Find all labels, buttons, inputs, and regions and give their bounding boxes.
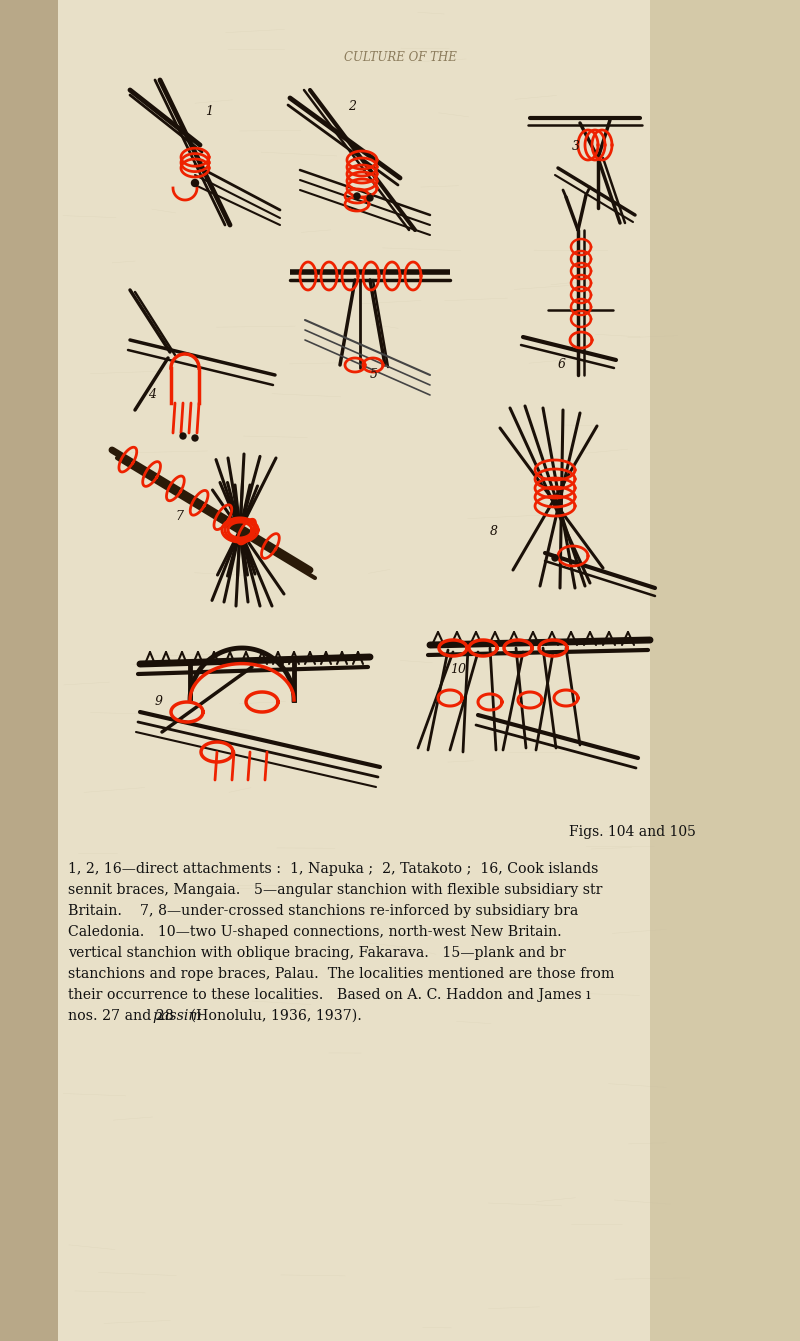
Text: Figs. 104 and 105: Figs. 104 and 105 xyxy=(569,825,696,839)
Text: CULTURE OF THE: CULTURE OF THE xyxy=(343,51,457,64)
Bar xyxy=(0,0,58,1341)
Text: 1, 2, 16—direct attachments :  1, Napuka ;  2, Tatakoto ;  16, Cook islands: 1, 2, 16—direct attachments : 1, Napuka … xyxy=(68,862,598,876)
Text: 9: 9 xyxy=(155,695,163,708)
Text: nos. 27 and 28: nos. 27 and 28 xyxy=(68,1008,178,1023)
Text: 5: 5 xyxy=(370,367,378,381)
Circle shape xyxy=(180,433,186,439)
Text: 8: 8 xyxy=(490,524,498,538)
Circle shape xyxy=(367,194,373,201)
Text: vertical stanchion with oblique bracing, Fakarava.   15—plank and br: vertical stanchion with oblique bracing,… xyxy=(68,945,566,960)
Text: 7: 7 xyxy=(175,510,183,523)
Text: (Honolulu, 1936, 1937).: (Honolulu, 1936, 1937). xyxy=(186,1008,362,1023)
Text: Britain.    7, 8—under-crossed stanchions re-inforced by subsidiary bra: Britain. 7, 8—under-crossed stanchions r… xyxy=(68,904,578,919)
Text: stanchions and rope braces, Palau.  The localities mentioned are those from: stanchions and rope braces, Palau. The l… xyxy=(68,967,614,982)
Text: their occurrence to these localities.   Based on A. C. Haddon and James ı: their occurrence to these localities. Ba… xyxy=(68,988,590,1002)
Circle shape xyxy=(191,180,198,186)
Bar xyxy=(650,0,800,1341)
Text: 4: 4 xyxy=(148,388,156,401)
Text: 10: 10 xyxy=(450,662,466,676)
Text: 6: 6 xyxy=(558,358,566,371)
Bar xyxy=(58,0,650,1341)
Text: 3: 3 xyxy=(572,139,580,153)
Text: 2: 2 xyxy=(348,101,356,113)
Circle shape xyxy=(552,555,558,561)
Circle shape xyxy=(354,193,360,198)
Circle shape xyxy=(192,434,198,441)
Text: sennit braces, Mangaia.   5—angular stanchion with flexible subsidiary str: sennit braces, Mangaia. 5—angular stanch… xyxy=(68,882,602,897)
Text: passim: passim xyxy=(152,1008,202,1023)
Text: 1: 1 xyxy=(205,105,213,118)
Text: Caledonia.   10—two U-shaped connections, north-west New Britain.: Caledonia. 10—two U-shaped connections, … xyxy=(68,925,562,939)
